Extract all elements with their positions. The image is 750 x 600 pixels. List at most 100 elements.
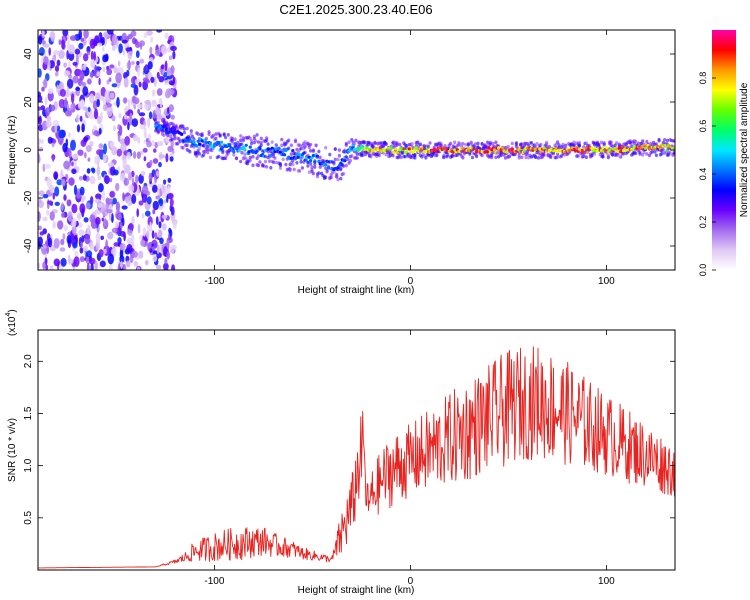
- heatmap-ridge-halo: [314, 143, 318, 148]
- colorbar-tick-label: 0.8: [698, 72, 708, 85]
- heatmap-ridge-halo: [650, 150, 654, 154]
- heatmap-noise-cell: [38, 68, 42, 78]
- heatmap-ridge-halo: [307, 170, 311, 174]
- heatmap-noise-cell: [61, 39, 65, 50]
- heatmap-ridge-halo: [291, 159, 295, 163]
- heatmap-ridge-halo: [156, 129, 160, 134]
- heatmap-noise-cell: [147, 117, 151, 128]
- heatmap-noise-cell: [122, 158, 128, 168]
- heatmap-noise-cell: [136, 104, 143, 109]
- heatmap-noise-cell: [131, 177, 135, 185]
- heatmap-noise-cell: [117, 237, 122, 244]
- heatmap-noise-cell: [38, 190, 45, 196]
- heatmap-ridge-halo: [556, 155, 560, 159]
- heatmap-ridge-halo: [256, 154, 261, 158]
- heatmap-noise-cell: [155, 216, 159, 226]
- heatmap-ridge-cell: [311, 153, 315, 158]
- heatmap-ridge-cell: [277, 146, 281, 151]
- heatmap-ridge-halo: [224, 135, 228, 140]
- heatmap-ridge-halo: [672, 150, 675, 154]
- heatmap-ridge-halo: [602, 141, 606, 145]
- heatmap-noise-cell: [57, 220, 64, 230]
- heatmap-noise-cell: [44, 163, 51, 169]
- heatmap-noise-cell: [58, 129, 65, 139]
- heatmap-ridge-cell: [219, 140, 224, 144]
- heatmap-ridge-halo: [335, 174, 339, 179]
- heatmap-noise-cell: [153, 76, 157, 87]
- heatmap-noise-cell: [93, 51, 96, 62]
- heatmap-noise-cell: [63, 70, 71, 77]
- heatmap-ridge-halo: [661, 147, 665, 152]
- heatmap-ridge-halo: [610, 153, 615, 157]
- heatmap-ridge-halo: [174, 124, 178, 128]
- heatmap-noise-cell: [96, 149, 103, 156]
- snr-y-ticks: 0.5 1.0 1.5 2.0: [23, 354, 675, 525]
- heatmap-ridge-cell: [390, 146, 394, 150]
- heatmap-noise-cell: [135, 174, 139, 184]
- heatmap-ridge-halo: [278, 166, 283, 170]
- heatmap-noise-cell: [42, 216, 48, 222]
- heatmap-ridge-halo: [309, 162, 313, 166]
- heatmap-noise-cell: [62, 30, 69, 37]
- heatmap-noise-cell: [89, 141, 94, 147]
- spectrogram-y-tick-label: 40: [23, 48, 34, 60]
- heatmap-noise-cell: [169, 244, 175, 255]
- heatmap-ridge-halo: [176, 127, 180, 131]
- heatmap-noise-cell: [86, 46, 91, 53]
- heatmap-noise-cell: [152, 89, 156, 97]
- heatmap-noise-cell: [41, 40, 46, 45]
- heatmap-ridge-halo: [473, 142, 477, 146]
- heatmap-ridge-halo: [514, 142, 519, 147]
- heatmap-noise-cell: [89, 38, 96, 49]
- heatmap-noise-cell: [38, 47, 45, 56]
- heatmap-ridge-halo: [272, 152, 276, 156]
- heatmap-noise-cell: [68, 147, 72, 159]
- heatmap-ridge-halo: [347, 140, 351, 144]
- heatmap-noise-cell: [42, 261, 46, 270]
- heatmap-noise-cell: [73, 256, 80, 267]
- heatmap-noise-cell: [127, 98, 131, 109]
- heatmap-ridge-cell: [232, 150, 236, 154]
- heatmap-noise-cell: [103, 218, 107, 227]
- heatmap-ridge-halo: [208, 155, 213, 160]
- heatmap-noise-cell: [105, 239, 108, 251]
- heatmap-ridge-halo: [328, 152, 332, 157]
- heatmap-ridge-halo: [458, 142, 462, 146]
- heatmap-ridge-cell: [326, 166, 331, 170]
- heatmap-ridge-halo: [636, 141, 641, 146]
- heatmap-ridge-halo: [593, 151, 597, 156]
- heatmap-ridge-halo: [621, 152, 626, 156]
- heatmap-ridge-cell: [184, 139, 188, 143]
- heatmap-ridge-halo: [354, 138, 358, 143]
- heatmap-ridge-cell: [411, 150, 416, 154]
- heatmap-noise-cell: [45, 120, 52, 128]
- heatmap-noise-cell: [137, 108, 141, 114]
- heatmap-ridge-halo: [663, 138, 667, 142]
- heatmap-noise-cell: [123, 177, 130, 186]
- heatmap-noise-cell: [121, 205, 128, 210]
- colorbar-gradient: [712, 30, 736, 270]
- heatmap-ridge-halo: [606, 155, 611, 160]
- heatmap-ridge-cell: [599, 148, 604, 153]
- heatmap-noise-cell: [63, 160, 70, 170]
- heatmap-ridge-cell: [407, 147, 411, 151]
- heatmap-noise-cell: [131, 118, 139, 127]
- heatmap-noise-cell: [40, 105, 46, 111]
- heatmap-ridge-halo: [342, 164, 346, 168]
- heatmap-noise-cell: [170, 114, 175, 120]
- heatmap-noise-cell: [82, 174, 87, 181]
- heatmap-noise-cell: [79, 203, 86, 214]
- heatmap-noise-cell: [127, 200, 131, 206]
- spectrogram-x-label: Height of straight line (km): [298, 285, 415, 296]
- heatmap-ridge-halo: [236, 140, 240, 145]
- heatmap-ridge-halo: [339, 167, 343, 172]
- snr-series-line: [38, 346, 675, 569]
- heatmap-noise-cell: [89, 175, 96, 185]
- heatmap-noise-cell: [89, 114, 95, 120]
- heatmap-noise-cell: [148, 111, 153, 120]
- heatmap-ridge-halo: [259, 141, 263, 145]
- heatmap-noise-cell: [125, 111, 131, 116]
- heatmap-ridge-halo: [405, 143, 409, 148]
- heatmap-noise-cell: [84, 234, 91, 245]
- heatmap-ridge-cell: [180, 132, 184, 136]
